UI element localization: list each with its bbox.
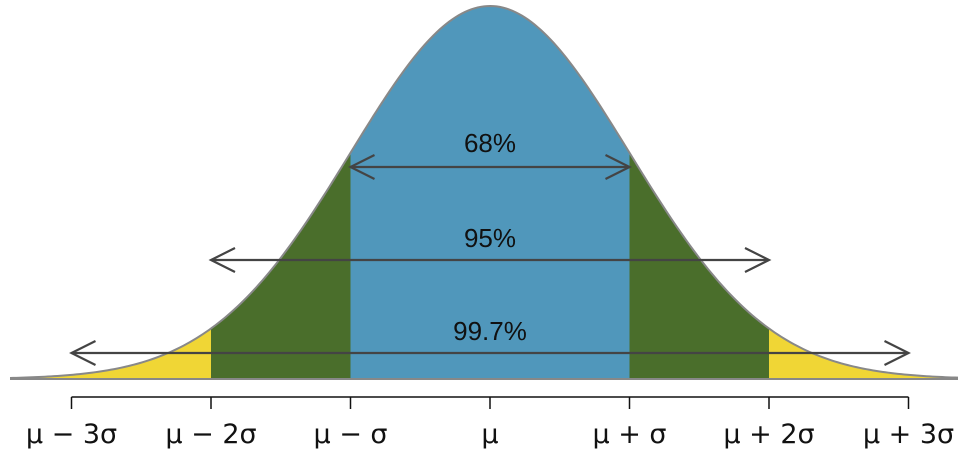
arrow-head-left	[69, 340, 96, 366]
arrow-head-right	[884, 340, 911, 366]
x-tick-label: μ + σ	[592, 419, 666, 450]
arrow-head-left	[208, 247, 236, 273]
arrow-head-left	[348, 154, 375, 180]
percentage-arrows: 68% 95% 99.7%	[69, 128, 911, 366]
region-within-1-sigma	[350, 6, 630, 379]
percentage-label: 68%	[464, 128, 516, 158]
x-tick-label: μ − 3σ	[26, 419, 117, 450]
percentage-label: 99.7%	[453, 316, 527, 346]
arrow-head-right	[605, 154, 632, 180]
x-tick-label: μ + 2σ	[723, 419, 814, 450]
arrow-head-right	[744, 247, 772, 273]
arrow-99.7: 99.7%	[69, 316, 911, 366]
x-tick-label: μ	[481, 419, 498, 450]
x-tick-label: μ − 2σ	[165, 419, 256, 450]
arrow-95: 95%	[208, 223, 772, 273]
x-axis-ticks: μ − 3σ μ − 2σ μ − σ μ μ + σ μ + 2σ μ + 3σ	[26, 397, 954, 450]
arrow-68: 68%	[348, 128, 632, 180]
x-tick-label: μ − σ	[313, 419, 387, 450]
percentage-label: 95%	[464, 223, 516, 253]
x-tick-label: μ + 3σ	[863, 419, 954, 450]
